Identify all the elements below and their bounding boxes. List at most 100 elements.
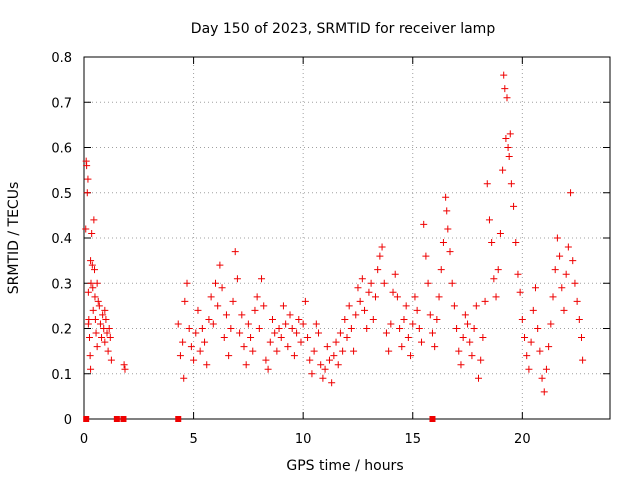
data-point [264, 365, 272, 373]
data-point [207, 293, 215, 301]
data-point [317, 361, 325, 369]
x-tick-label: 10 [295, 432, 312, 447]
data-point [306, 356, 314, 364]
data-point [268, 315, 276, 323]
data-point [402, 302, 410, 310]
data-point [464, 320, 472, 328]
data-point [455, 347, 463, 355]
data-point [214, 302, 222, 310]
data-point [84, 288, 92, 296]
data-point [105, 325, 113, 332]
data-point [299, 320, 307, 328]
data-point [84, 320, 92, 328]
data-point [107, 356, 115, 364]
data-point [534, 325, 542, 332]
data-point [446, 248, 454, 256]
data-point [529, 306, 537, 314]
data-point [521, 334, 529, 342]
data-point [101, 338, 109, 346]
data-point [433, 315, 441, 323]
data-point [225, 352, 233, 360]
y-tick-label: 0.5 [51, 187, 72, 202]
data-point [244, 320, 252, 328]
data-point [437, 266, 445, 274]
data-point [290, 352, 298, 360]
data-point [286, 311, 294, 319]
data-point [527, 338, 535, 346]
data-point [260, 302, 268, 310]
data-point [315, 329, 323, 337]
x-tick-labels: 0 5 10 15 20 [80, 432, 531, 447]
data-point [240, 343, 248, 351]
data-point [216, 261, 224, 269]
data-point [102, 315, 110, 323]
data-point [378, 243, 386, 251]
data-point [301, 297, 309, 305]
data-point [91, 266, 99, 274]
data-point [363, 325, 371, 332]
data-point [277, 334, 285, 342]
data-point [400, 315, 408, 323]
data-point [242, 361, 250, 369]
data-point [490, 275, 498, 283]
data-point [547, 320, 555, 328]
data-point [343, 334, 351, 342]
data-point [120, 361, 128, 369]
data-point [262, 356, 270, 364]
data-point [413, 306, 421, 314]
data-point [308, 370, 316, 378]
data-point [418, 338, 426, 346]
data-point [354, 284, 362, 292]
data-point [176, 352, 184, 360]
data-point [227, 325, 235, 332]
data-point [336, 329, 344, 337]
data-point [236, 329, 244, 337]
data-point [98, 334, 106, 342]
data-point [284, 343, 292, 351]
zero-flag-marker [429, 416, 436, 422]
data-point [396, 325, 404, 332]
data-point [297, 338, 305, 346]
data-point [179, 338, 187, 346]
zero-flags [83, 416, 436, 422]
data-point [540, 388, 548, 396]
data-point [374, 266, 382, 274]
data-point [483, 180, 491, 188]
data-point [319, 374, 327, 382]
data-point [512, 239, 520, 247]
data-point [104, 347, 112, 355]
data-point [409, 320, 417, 328]
data-point [558, 284, 566, 292]
data-point [106, 334, 114, 342]
data-point [271, 329, 279, 337]
data-point [103, 329, 111, 337]
data-point [494, 266, 502, 274]
data-point [453, 325, 461, 332]
data-point [365, 288, 373, 296]
data-point [426, 311, 434, 319]
data-point [185, 325, 193, 332]
data-point [488, 239, 496, 247]
data-point [523, 352, 531, 360]
data-point [101, 306, 109, 314]
data-point [90, 216, 98, 224]
y-axis-label: SRMTID / TECUs [6, 182, 22, 295]
data-point [492, 293, 500, 301]
data-point [545, 343, 553, 351]
data-point [325, 356, 333, 364]
data-point [288, 325, 296, 332]
data-point [472, 302, 480, 310]
data-point [194, 306, 202, 314]
data-point [196, 347, 204, 355]
data-point [92, 329, 100, 337]
data-point [180, 374, 188, 382]
data-point [323, 343, 331, 351]
y-tick-label: 0.3 [51, 277, 72, 292]
data-point [332, 338, 340, 346]
data-point [551, 266, 559, 274]
data-point [420, 220, 428, 228]
data-point [93, 279, 101, 287]
data-point [218, 284, 226, 292]
data-point [385, 347, 393, 355]
